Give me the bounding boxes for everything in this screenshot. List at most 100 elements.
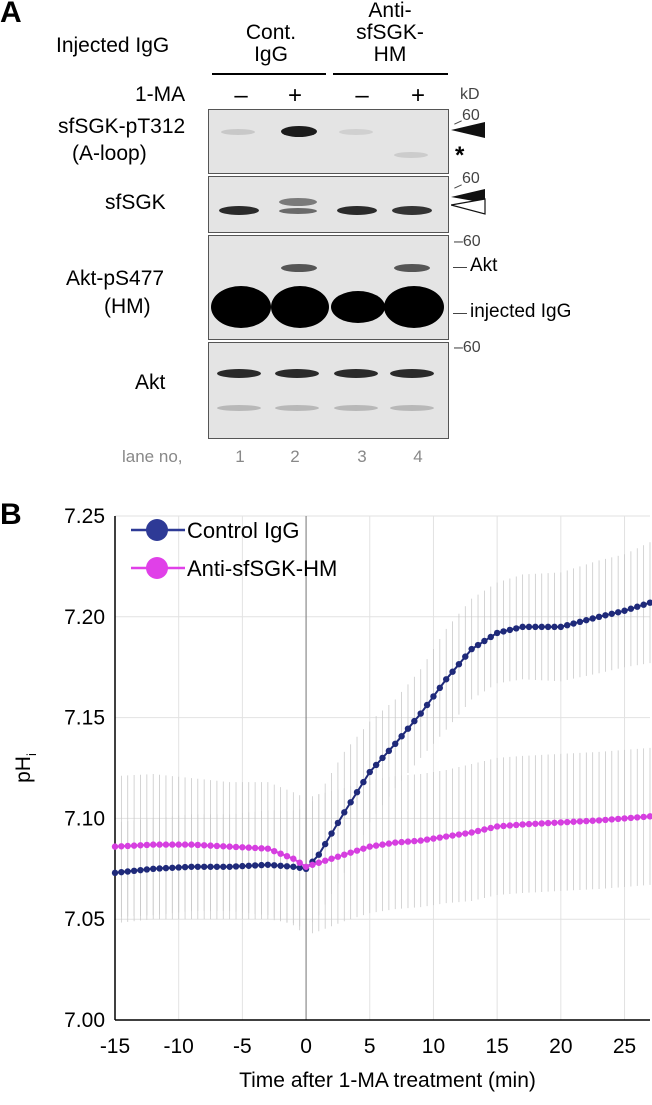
data-point <box>640 601 647 608</box>
legend-marker-0 <box>146 519 168 541</box>
data-point <box>532 820 539 827</box>
band-ps477-lane-2 <box>281 264 317 272</box>
band-ps477-lane-4 <box>394 264 430 272</box>
data-point <box>474 641 482 649</box>
data-point <box>296 864 303 871</box>
data-point <box>226 843 233 850</box>
data-point <box>423 836 431 843</box>
data-point <box>417 710 424 717</box>
group-control-line-1: Cont. <box>245 21 297 44</box>
legend-marker-1 <box>146 557 168 579</box>
data-point <box>124 868 131 875</box>
nonspecific-band-star: * <box>455 142 465 169</box>
data-point <box>583 616 590 624</box>
data-point <box>519 623 526 631</box>
data-point <box>513 821 520 829</box>
band-igg-lane-4 <box>384 286 444 328</box>
data-point <box>455 660 463 668</box>
data-point <box>360 778 367 786</box>
data-point <box>583 817 590 825</box>
data-point <box>169 864 176 871</box>
lane-4-sign: + <box>410 82 425 109</box>
band-igg-lane-1 <box>211 286 271 328</box>
data-point <box>353 847 361 854</box>
band-igg-lane-3 <box>331 291 385 323</box>
data-point <box>130 842 138 849</box>
data-point <box>544 623 552 631</box>
data-point <box>576 818 584 825</box>
data-point <box>347 799 354 806</box>
treatment-label: 1-MA <box>135 83 186 106</box>
data-point <box>188 841 195 848</box>
data-point <box>564 818 571 826</box>
data-point <box>213 863 221 870</box>
x-tick-label: 0 <box>300 1035 312 1058</box>
lane-number-1: 1 <box>235 447 245 466</box>
data-point <box>455 831 463 838</box>
data-point <box>258 861 265 869</box>
panel-b-letter: B <box>0 498 22 531</box>
data-point <box>277 862 284 869</box>
data-point <box>595 817 603 824</box>
marker-60-label-4: –60 <box>454 339 481 356</box>
data-point <box>251 844 259 852</box>
data-point <box>640 813 647 821</box>
arrowheads-sfsgk-icon <box>451 189 486 215</box>
blot-sfsgk-pt312 <box>208 109 449 174</box>
data-point <box>194 863 201 870</box>
data-point <box>366 843 373 850</box>
data-point <box>290 863 297 870</box>
data-point <box>513 625 520 632</box>
x-tick-label: -10 <box>164 1035 194 1058</box>
ph-timecourse-chart: -15 -10 -5 0 5 10 15 20 25 7.00 7.05 7.10 7.15 7.20 7.… <box>12 505 652 1092</box>
legend-label-0: Control IgG <box>187 518 300 543</box>
data-point <box>551 623 558 631</box>
band-pt312-nonspecific <box>394 152 428 158</box>
data-point <box>621 607 628 614</box>
data-point <box>220 863 227 870</box>
data-point <box>442 676 450 683</box>
x-tick-label: 15 <box>485 1035 508 1058</box>
lane-number-4: 4 <box>413 447 423 466</box>
band-akt-faint-4 <box>390 405 434 411</box>
band-sfsgk-lane-4 <box>392 206 432 215</box>
legend-label-1: Anti-sfSGK-HM <box>187 556 337 581</box>
data-point <box>487 633 494 641</box>
data-point <box>634 603 641 610</box>
data-point <box>430 835 437 842</box>
data-point <box>621 815 628 822</box>
data-point <box>538 820 545 827</box>
data-point <box>544 819 552 827</box>
band-sfsgk-lane-3 <box>337 206 377 215</box>
data-point <box>334 853 342 860</box>
data-point <box>614 815 622 823</box>
data-point <box>143 841 151 849</box>
data-point <box>334 819 342 827</box>
blot-3-label-line-1: Akt-pS477 <box>66 267 165 290</box>
band-akt-faint-3 <box>334 405 378 411</box>
band-igg-lane-2 <box>271 286 329 328</box>
data-point <box>150 865 157 872</box>
marker-60-label-1: 60 <box>462 107 480 124</box>
data-point <box>392 839 399 846</box>
group-anti-line-3: HM <box>373 43 407 66</box>
band-pt312-lane-3 <box>339 129 373 135</box>
y-axis-title: pHi <box>12 753 39 783</box>
lane-1-sign: – <box>234 82 248 109</box>
data-point <box>239 862 246 870</box>
akt-band-label: Akt <box>470 255 498 276</box>
data-point <box>137 842 144 849</box>
data-point <box>436 834 444 841</box>
data-point <box>156 865 163 872</box>
data-point <box>188 863 195 870</box>
data-point <box>602 612 609 619</box>
y-tick-label: 7.25 <box>64 505 105 528</box>
data-point <box>321 840 329 848</box>
lane-2-sign: + <box>287 82 302 109</box>
y-tick-label: 7.20 <box>64 606 105 629</box>
data-point <box>232 863 240 870</box>
data-point <box>283 863 291 870</box>
x-tick-label: 20 <box>549 1035 572 1058</box>
data-point <box>608 816 615 823</box>
data-point <box>239 844 246 851</box>
